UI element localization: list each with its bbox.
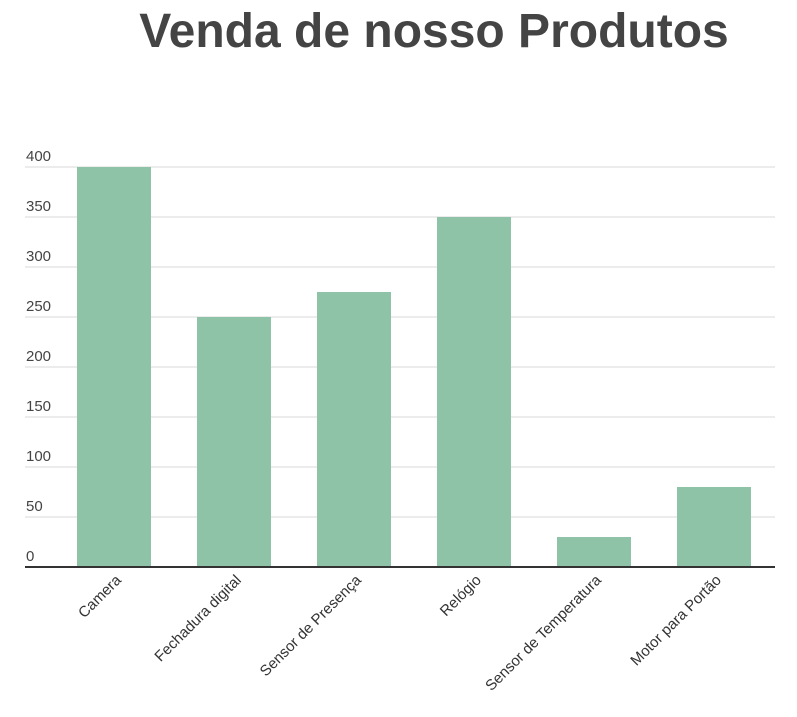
x-tick-label-1: Fechadura digital (151, 572, 244, 665)
y-tick-label-150: 150 (26, 398, 51, 415)
x-tick-label-2: Sensor de Presença (257, 571, 366, 680)
y-tick-label-300: 300 (26, 248, 51, 265)
bar-4 (557, 537, 631, 567)
y-tick-label-350: 350 (26, 198, 51, 215)
y-tick-label-400: 400 (26, 148, 51, 165)
bar-1 (197, 317, 271, 567)
bars (77, 167, 751, 567)
x-tick-label-3: Relógio (437, 572, 485, 620)
x-tick-label-0: Camera (75, 571, 125, 621)
chart-title: Venda de nosso Produtos (139, 5, 729, 58)
x-axis-labels: Camera Fechadura digital Sensor de Presenç… (75, 571, 725, 694)
bar-5 (677, 487, 751, 567)
y-tick-label-250: 250 (26, 298, 51, 315)
y-tick-label-200: 200 (26, 348, 51, 365)
x-tick-label-4: Sensor de Temperatura (482, 571, 605, 694)
y-tick-label-100: 100 (26, 448, 51, 465)
y-tick-label-0: 0 (26, 548, 34, 565)
y-axis-ticks: 0 50 100 150 200 250 300 350 400 (26, 148, 51, 565)
bar-3 (437, 217, 511, 567)
bar-2 (317, 292, 391, 567)
y-tick-label-50: 50 (26, 498, 43, 515)
bar-0 (77, 167, 151, 567)
x-tick-label-5: Motor para Portão (627, 572, 725, 670)
